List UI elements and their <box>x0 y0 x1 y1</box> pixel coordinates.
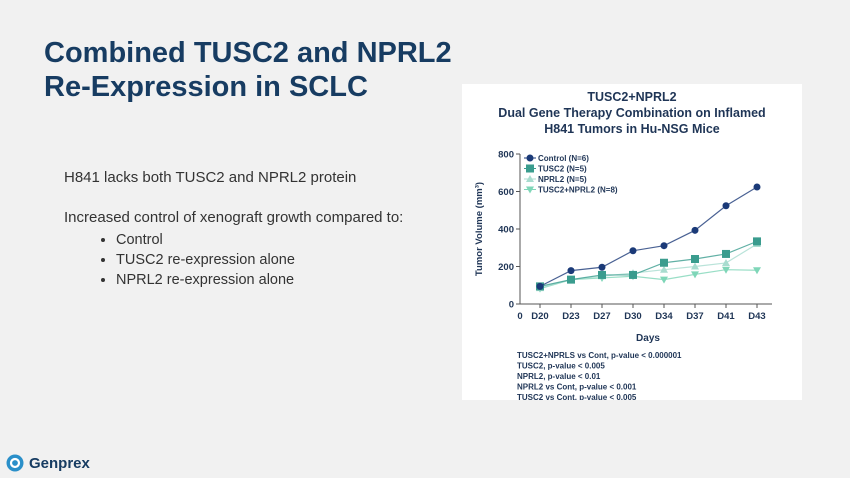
data-point <box>660 242 668 250</box>
x-tick-label: D23 <box>562 311 579 322</box>
y-tick-label: 0 <box>509 300 514 311</box>
data-point <box>536 282 544 290</box>
data-point <box>691 226 699 234</box>
data-point <box>722 258 730 266</box>
title-line-2: Re-Expression in SCLC <box>44 71 368 103</box>
data-point <box>567 275 575 284</box>
data-point <box>526 186 534 194</box>
x-tick-label: D37 <box>686 311 703 322</box>
y-tick-label: 400 <box>498 225 514 236</box>
legend-label: NPRL2 (N=5) <box>538 175 587 184</box>
data-point <box>691 255 699 263</box>
genprex-logo-icon <box>6 454 24 472</box>
data-point <box>526 175 534 182</box>
data-point <box>567 267 575 275</box>
x-tick-label: D20 <box>531 311 548 322</box>
tumor-volume-chart: TUSC2+NPRL2 Dual Gene Therapy Combination… <box>474 90 772 400</box>
slide-body: H841 lacks both TUSC2 and NPRL2 protein … <box>64 168 424 290</box>
genprex-logo: Genprex <box>6 454 90 472</box>
data-point <box>691 262 699 270</box>
y-tick-label: 800 <box>498 150 514 161</box>
data-point <box>722 249 730 258</box>
chart-title-line: H841 Tumors in Hu-NSG Mice <box>544 122 720 136</box>
p-value-annotation: NPRL2 vs Cont, p-value < 0.001 <box>517 383 637 392</box>
bullet-list: Control TUSC2 re-expression alone NPRL2 … <box>64 230 424 290</box>
title-line-1: Combined TUSC2 and NPRL2 <box>44 37 452 69</box>
data-point <box>660 265 668 273</box>
x-tick-label: D34 <box>655 311 673 322</box>
data-point <box>526 164 534 173</box>
bullet-item: NPRL2 re-expression alone <box>116 270 424 290</box>
slide-title: Combined TUSC2 and NPRL2 Re-Expression i… <box>44 36 452 104</box>
p-value-annotation: NPRL2, p-value < 0.01 <box>517 372 601 381</box>
data-point <box>722 266 730 274</box>
series-line <box>539 240 758 287</box>
legend-label: TUSC2 (N=5) <box>538 165 587 174</box>
data-point <box>598 263 606 271</box>
bullet-item: TUSC2 re-expression alone <box>116 250 424 270</box>
data-point <box>629 247 637 255</box>
data-point <box>753 183 761 191</box>
legend-label: Control (N=6) <box>538 154 589 163</box>
p-value-annotation: TUSC2+NPRLS vs Cont, p-value < 0.000001 <box>517 351 682 360</box>
y-tick-label: 600 <box>498 187 514 198</box>
data-point <box>722 202 730 210</box>
data-point <box>660 276 668 284</box>
x-axis-label: Days <box>636 333 660 344</box>
chart-title-line: Dual Gene Therapy Combination on Inflame… <box>498 106 765 120</box>
data-point <box>598 270 606 279</box>
x-tick-label: D30 <box>624 311 641 322</box>
chart-panel: TUSC2+NPRL2 Dual Gene Therapy Combination… <box>462 84 802 400</box>
data-point <box>753 237 761 246</box>
p-value-annotation: TUSC2 vs Cont, p-value < 0.005 <box>517 393 637 400</box>
x-tick-label: D27 <box>593 311 610 322</box>
data-point <box>660 258 668 267</box>
x-tick-label: D43 <box>748 311 765 322</box>
chart-title-line: TUSC2+NPRL2 <box>587 90 676 104</box>
series-line <box>539 186 758 287</box>
legend-label: TUSC2+NPRL2 (N=8) <box>538 186 618 195</box>
body-para-2: Increased control of xenograft growth co… <box>64 209 404 226</box>
x-origin-label: 0 <box>517 311 522 322</box>
data-point <box>629 270 637 279</box>
p-value-annotation: TUSC2, p-value < 0.005 <box>517 362 605 371</box>
bullet-item: Control <box>116 230 424 250</box>
y-tick-label: 200 <box>498 262 514 273</box>
data-point <box>753 267 761 275</box>
x-tick-label: D41 <box>717 311 735 322</box>
body-para-1: H841 lacks both TUSC2 and NPRL2 protein <box>64 169 357 186</box>
data-point <box>526 154 534 162</box>
data-point <box>691 271 699 279</box>
logo-text: Genprex <box>29 454 90 472</box>
y-axis-label: Tumor Volume (mm³) <box>474 182 485 276</box>
